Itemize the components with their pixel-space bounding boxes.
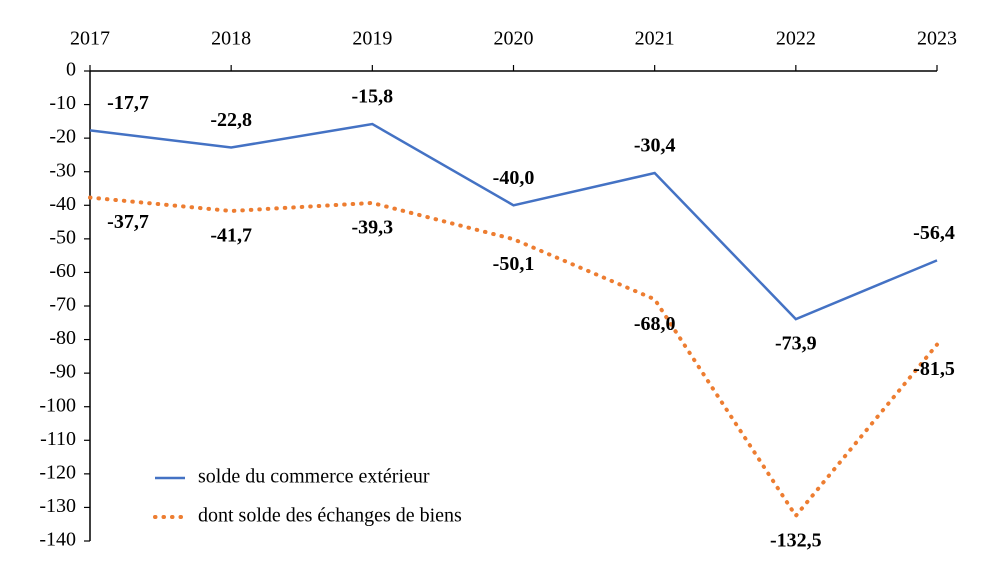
x-tick-label: 2020 (494, 28, 534, 50)
series-line (89, 122, 938, 321)
y-tick-label: -50 (49, 226, 76, 248)
value-label: -40,0 (493, 167, 535, 189)
y-tick-label: -130 (39, 495, 76, 517)
x-tick-label: 2019 (352, 28, 392, 50)
value-label: -37,7 (107, 211, 149, 233)
value-label: -56,4 (913, 222, 955, 244)
value-label: -22,8 (210, 109, 252, 131)
x-tick-label: 2017 (70, 28, 110, 50)
value-label: -41,7 (210, 225, 252, 247)
y-tick-label: -20 (49, 126, 76, 148)
series-line (88, 195, 939, 520)
y-tick-label: -100 (39, 394, 76, 416)
y-tick-label: -90 (49, 361, 76, 383)
y-tick-label: -140 (39, 529, 76, 551)
y-tick-label: -10 (49, 92, 76, 114)
value-label: -81,5 (913, 358, 955, 380)
x-tick-label: 2022 (776, 28, 816, 50)
value-label: -15,8 (351, 86, 393, 108)
y-tick-label: -120 (39, 461, 76, 483)
x-tick-label: 2018 (211, 28, 251, 50)
value-label: -73,9 (775, 333, 817, 355)
y-tick-label: -80 (49, 327, 76, 349)
y-tick-label: 0 (66, 59, 76, 81)
x-tick-label: 2023 (917, 28, 957, 50)
value-label: -132,5 (770, 529, 822, 551)
value-label: -17,7 (107, 92, 149, 114)
y-tick-label: -70 (49, 294, 76, 316)
y-tick-label: -60 (49, 260, 76, 282)
y-tick-label: -110 (40, 428, 76, 450)
value-label: -39,3 (351, 217, 393, 239)
x-tick-label: 2021 (635, 28, 675, 50)
legend-label: solde du commerce extérieur (198, 466, 430, 488)
y-tick-label: -40 (49, 193, 76, 215)
value-label: -50,1 (493, 253, 535, 275)
legend-label: dont solde des échanges de biens (198, 505, 462, 527)
y-tick-label: -30 (49, 159, 76, 181)
value-label: -68,0 (634, 313, 676, 335)
value-label: -30,4 (634, 135, 676, 157)
